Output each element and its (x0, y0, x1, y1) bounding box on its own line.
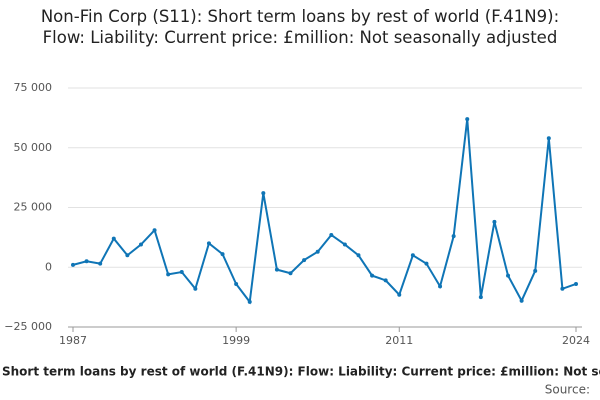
point (274, 267, 279, 272)
source: Source: (545, 383, 590, 397)
point (397, 292, 402, 297)
x-tick-label: 2011 (385, 334, 413, 347)
point (98, 261, 103, 266)
point (138, 242, 143, 247)
line (72, 118, 577, 305)
point (111, 236, 116, 241)
point (451, 234, 456, 239)
point (302, 258, 307, 263)
point (560, 286, 565, 291)
point (533, 268, 538, 273)
point (465, 117, 470, 122)
point (193, 286, 198, 291)
point (247, 299, 252, 304)
point (315, 249, 320, 254)
point (179, 270, 184, 275)
point (424, 261, 429, 266)
point (288, 271, 293, 276)
x-tick-label: 1987 (59, 334, 87, 347)
chart-title: Non-Fin Corp (S11): Short term loans by … (40, 7, 560, 47)
point (125, 253, 130, 258)
point (152, 228, 157, 233)
y-tick-label: 25 000 (14, 201, 53, 214)
x-tick-label: 2024 (562, 334, 590, 347)
point (383, 278, 388, 283)
point (370, 273, 375, 278)
point (519, 298, 524, 303)
point (261, 191, 266, 196)
y-tick-label: −25 000 (4, 320, 52, 333)
point (206, 241, 211, 246)
point (71, 262, 75, 267)
point (410, 253, 415, 258)
x-axis-label: Short term loans by rest of world (F.41N… (2, 365, 600, 379)
point (220, 252, 225, 257)
point (506, 273, 511, 278)
y-tick-label: 75 000 (14, 81, 53, 94)
point (492, 219, 497, 224)
y-tick-label: 50 000 (14, 141, 53, 154)
point (166, 272, 171, 277)
point (478, 295, 483, 300)
point (438, 284, 443, 289)
point (574, 281, 578, 286)
point (546, 136, 551, 141)
point (356, 253, 361, 258)
point (342, 242, 347, 247)
point (234, 281, 239, 286)
y-tick-label: 0 (45, 260, 52, 273)
x-tick-label: 1999 (222, 334, 250, 347)
point (329, 232, 334, 237)
point (84, 259, 89, 264)
